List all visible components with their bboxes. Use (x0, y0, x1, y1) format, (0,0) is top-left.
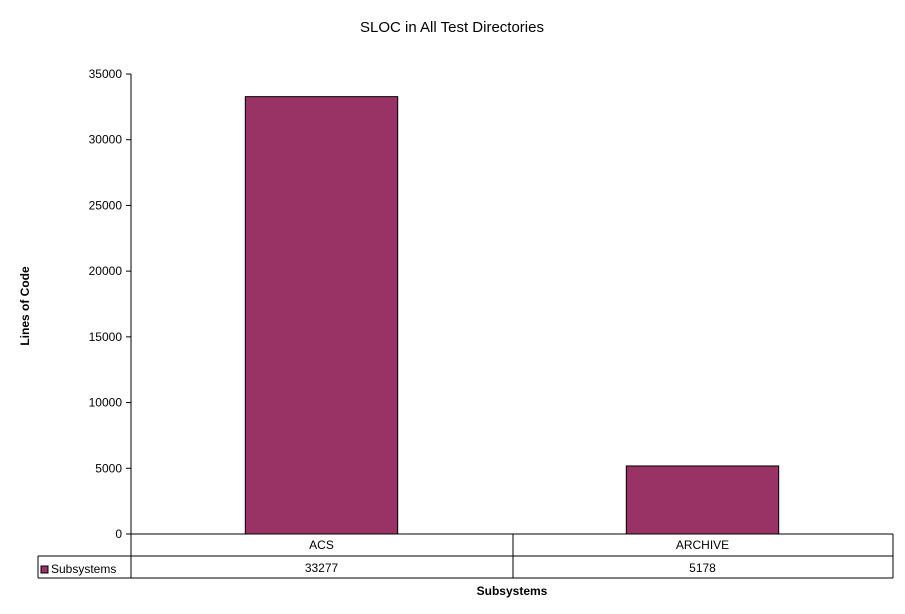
data-table: Subsystems ACS 33277 ARCHIVE 5178 (37, 534, 894, 579)
chart-title: SLOC in All Test Directories (360, 19, 544, 36)
x-axis-label: Subsystems (477, 584, 548, 598)
y-tick-label: 0 (115, 527, 122, 541)
bars (244, 96, 780, 535)
category-label: ACS (309, 538, 334, 552)
y-tick-label: 35000 (89, 67, 123, 81)
legend-swatch (40, 565, 49, 574)
y-tick-label: 20000 (89, 264, 123, 278)
y-tick-label: 5000 (95, 461, 122, 475)
y-tick-label: 10000 (89, 396, 123, 410)
bar-acs (244, 96, 399, 535)
y-tick-label: 15000 (89, 330, 123, 344)
legend-series-name: Subsystems (51, 562, 116, 576)
y-tick-label: 30000 (89, 133, 123, 147)
y-axis-ticks: 0 5000 10000 15000 20000 25000 30000 35000 (89, 67, 131, 541)
table-cells: ACS 33277 ARCHIVE 5178 (305, 538, 729, 575)
y-tick-label: 25000 (89, 198, 123, 212)
table-value: 5178 (689, 561, 716, 575)
category-label: ARCHIVE (676, 538, 729, 552)
y-axis-label: Lines of Code (18, 266, 32, 346)
table-value: 33277 (305, 561, 339, 575)
bar-archive (625, 465, 780, 535)
